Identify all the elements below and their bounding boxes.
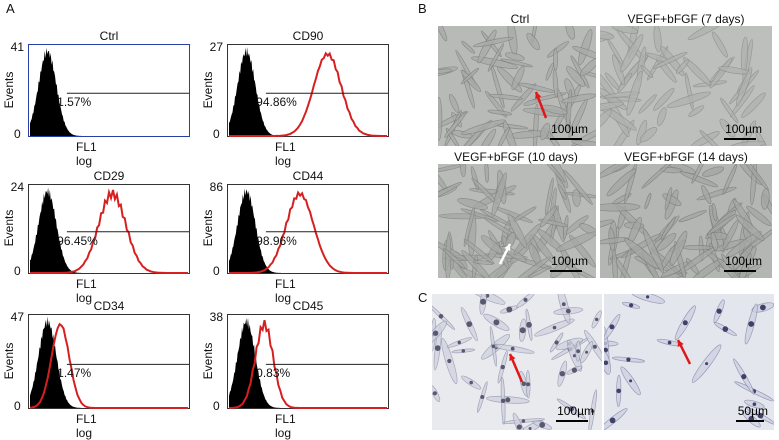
y-axis-max-label: 24: [10, 180, 24, 194]
micro-title-14days: VEGF+bFGF (14 days): [624, 150, 748, 164]
gate-percent-label: 1.47%: [57, 366, 92, 381]
histogram-title: CD34: [93, 299, 125, 313]
micrograph-ctrl: 100µm: [438, 26, 596, 146]
panel-label-a: A: [6, 1, 15, 16]
gate-percent-label: 98.96%: [256, 233, 297, 248]
gate-percent-label: 0.83%: [256, 366, 291, 381]
histogram-plot: [227, 184, 389, 274]
panel-label-c: C: [418, 290, 428, 305]
histogram-title: Ctrl: [99, 29, 119, 43]
x-axis-label: FL1 log: [275, 140, 296, 168]
panel-label-b: B: [418, 1, 427, 16]
y-axis-zero-label: 0: [213, 127, 220, 141]
marker-histogram: [229, 190, 387, 274]
marker-histogram: [229, 51, 387, 137]
x-axis-label: FL1 log: [76, 277, 97, 305]
marker-histogram: [29, 322, 188, 409]
x-axis-label: FL1 log: [275, 277, 296, 305]
scale-bar: [736, 420, 764, 422]
gate-percent-label: 94.86%: [256, 95, 297, 110]
plot-frame: [227, 184, 389, 274]
arrow-head-icon: [509, 354, 516, 361]
histogram-plot: [227, 44, 389, 137]
micro-title-10days: VEGF+bFGF (10 days): [454, 150, 578, 164]
y-axis-zero-label: 0: [14, 264, 21, 278]
plot-frame: [28, 184, 190, 274]
y-axis-max-label: 47: [10, 310, 24, 324]
gate-percent-label: 96.45%: [57, 233, 98, 248]
scale-bar: [550, 270, 582, 272]
y-axis-label: Events: [2, 209, 16, 247]
scale-bar: [550, 138, 582, 140]
control-histogram: [30, 47, 82, 137]
y-axis-label: Events: [201, 71, 215, 108]
y-axis-max-label: 41: [10, 40, 24, 54]
scale-bar: [724, 138, 756, 140]
y-axis-label: Events: [2, 342, 16, 379]
micro-title-ctrl: Ctrl: [510, 12, 530, 26]
y-axis-max-label: 38: [209, 310, 223, 324]
stain-micrograph-2: 50µm: [604, 294, 774, 430]
scale-bar: [556, 420, 588, 422]
histogram-plot: [28, 184, 190, 274]
micro-title-7days: VEGF+bFGF (7 days): [627, 12, 745, 26]
y-axis-zero-label: 0: [14, 399, 21, 413]
marker-histogram: [30, 188, 188, 274]
scale-bar-label: 100µm: [725, 254, 762, 268]
histogram-title: CD90: [292, 29, 324, 43]
scale-bar-label: 100µm: [557, 404, 594, 418]
micrograph-14days: 100µm: [600, 164, 772, 278]
y-axis-label: Events: [2, 71, 16, 108]
plot-frame: [28, 44, 190, 137]
arrow-head-icon: [535, 92, 542, 99]
control-histogram: [30, 187, 82, 273]
histogram-plot: [28, 314, 190, 409]
y-axis-zero-label: 0: [213, 399, 220, 413]
control-histogram: [229, 47, 281, 136]
y-axis-max-label: 86: [209, 180, 223, 194]
y-axis-max-label: 27: [209, 40, 223, 54]
y-axis-label: Events: [201, 342, 215, 379]
gate-percent-label: 1.57%: [57, 95, 92, 110]
histogram-title: CD44: [292, 169, 324, 183]
control-histogram: [30, 316, 82, 408]
x-axis-label: FL1 log: [76, 140, 97, 168]
histogram-plot: [28, 44, 190, 137]
y-axis-zero-label: 0: [213, 264, 220, 278]
histogram-title: CD45: [292, 299, 324, 313]
stain-micrograph-1: 100µm: [432, 294, 602, 430]
y-axis-zero-label: 0: [14, 127, 21, 141]
arrow-head-icon: [504, 244, 511, 251]
scale-bar: [724, 270, 756, 272]
scale-bar-label: 100µm: [725, 122, 762, 136]
scale-bar-label: 100µm: [551, 254, 588, 268]
micrograph-7days: 100µm: [600, 26, 772, 146]
histogram-title: CD29: [93, 169, 125, 183]
marker-histogram: [228, 320, 387, 409]
micrograph-10days: 100µm: [438, 164, 596, 278]
histogram-plot: [227, 314, 389, 409]
scale-bar-label: 50µm: [737, 404, 768, 418]
arrow-head-icon: [677, 340, 684, 347]
y-axis-label: Events: [201, 209, 215, 247]
scale-bar-label: 100µm: [551, 122, 588, 136]
control-histogram: [229, 188, 281, 273]
plot-frame: [227, 44, 389, 137]
